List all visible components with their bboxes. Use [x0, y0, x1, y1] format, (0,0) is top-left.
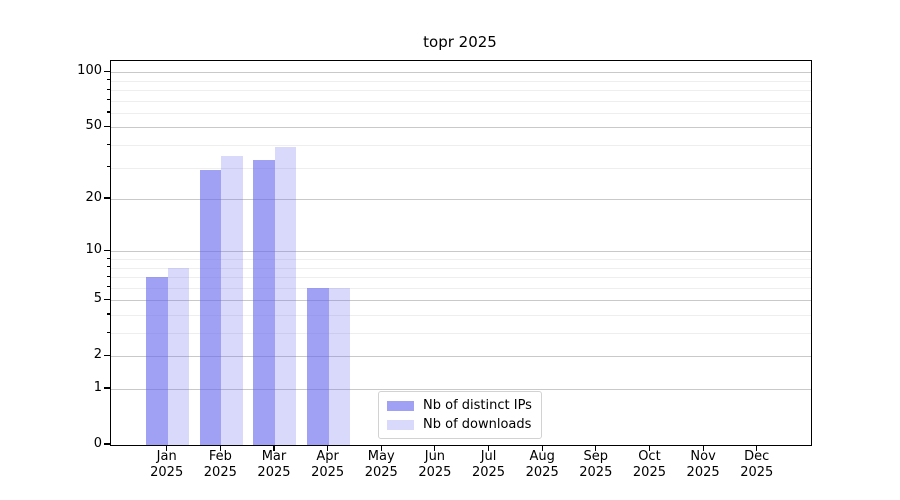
y-tick-mark: [103, 125, 110, 127]
y-tick-mark: [103, 298, 110, 300]
x-tick-mark: [648, 445, 651, 451]
x-tick-mark: [273, 445, 275, 451]
y-minor-tick-mark: [106, 166, 110, 168]
y-tick-mark: [103, 354, 110, 356]
y-minor-tick-mark: [106, 266, 110, 268]
y-tick-label: 10: [85, 242, 102, 258]
y-tick-label: 1: [93, 380, 102, 395]
x-tick-mark: [595, 445, 597, 451]
minor-gridline: [111, 333, 811, 335]
y-tick-mark: [103, 387, 110, 389]
x-tick-mark: [434, 445, 436, 451]
major-gridline: [111, 251, 811, 253]
bar-downloads-jan: [167, 267, 190, 445]
bar-downloads-mar: [274, 147, 297, 445]
y-tick-mark: [103, 443, 110, 445]
x-tick-mark: [487, 445, 490, 451]
y-minor-tick-mark: [106, 111, 110, 113]
y-minor-tick-mark: [106, 88, 110, 90]
y-tick-label: 0: [93, 436, 102, 451]
bar-distinct-ips-feb: [199, 170, 222, 445]
y-tick-mark: [103, 249, 110, 251]
y-tick-label: 2: [93, 347, 102, 363]
bar-downloads-feb: [221, 155, 243, 445]
legend-swatch-distinct-ips: [387, 400, 414, 411]
legend-label-downloads: Nb of downloads: [423, 417, 532, 432]
y-minor-tick-mark: [106, 331, 110, 333]
x-tick-label: Feb 2025: [203, 449, 237, 480]
major-gridline: [111, 300, 811, 302]
y-tick-mark: [103, 197, 110, 199]
x-tick-label: Jul 2025: [471, 449, 506, 480]
x-tick-label: Oct 2025: [632, 449, 666, 480]
minor-gridline: [111, 145, 811, 147]
legend: Nb of distinct IPs Nb of downloads: [378, 391, 542, 439]
major-gridline: [111, 72, 811, 74]
minor-gridline: [111, 277, 811, 279]
major-gridline: [111, 199, 811, 201]
x-tick-mark: [219, 445, 221, 451]
y-minor-tick-mark: [106, 143, 110, 145]
x-tick-label: Jun 2025: [418, 449, 452, 480]
legend-label-distinct-ips: Nb of distinct IPs: [423, 398, 532, 413]
bar-distinct-ips-mar: [253, 160, 275, 445]
bar-downloads-apr: [328, 287, 351, 445]
bar-distinct-ips-apr: [307, 287, 329, 445]
x-tick-mark: [327, 445, 329, 451]
x-tick-label: Jan 2025: [150, 449, 184, 480]
minor-gridline: [111, 100, 811, 102]
legend-item-distinct-ips: Nb of distinct IPs: [387, 398, 532, 413]
minor-gridline: [111, 80, 811, 82]
x-tick-mark: [702, 445, 704, 451]
x-tick-label: May 2025: [364, 449, 398, 480]
y-minor-tick-mark: [106, 79, 110, 81]
plot-area: [110, 60, 812, 446]
major-gridline: [111, 356, 811, 358]
x-tick-label: Sep 2025: [579, 449, 613, 480]
x-tick-mark: [541, 445, 543, 451]
minor-gridline: [111, 90, 811, 92]
legend-item-downloads: Nb of downloads: [387, 417, 532, 432]
minor-gridline: [111, 287, 811, 289]
chart-title: topr 2025: [423, 33, 497, 51]
x-tick-label: Nov 2025: [686, 449, 720, 480]
y-minor-tick-mark: [106, 99, 110, 101]
legend-swatch-downloads: [387, 419, 414, 430]
minor-gridline: [111, 259, 811, 260]
y-minor-tick-mark: [106, 286, 110, 288]
y-tick-label: 100: [77, 63, 102, 79]
y-minor-tick-mark: [106, 275, 110, 277]
minor-gridline: [111, 314, 811, 316]
y-minor-tick-mark: [106, 257, 110, 259]
x-tick-label: Apr 2025: [311, 449, 345, 480]
y-minor-tick-mark: [106, 313, 110, 315]
minor-gridline: [111, 167, 811, 169]
bar-distinct-ips-jan: [146, 277, 168, 445]
minor-gridline: [111, 267, 811, 269]
major-gridline: [111, 127, 811, 129]
x-tick-mark: [756, 445, 758, 451]
x-tick-mark: [166, 445, 168, 451]
y-tick-label: 50: [85, 118, 102, 134]
x-tick-mark: [380, 445, 382, 451]
x-tick-label: Aug 2025: [525, 449, 559, 480]
y-tick-label: 20: [85, 190, 102, 206]
y-tick-label: 5: [93, 291, 102, 307]
x-tick-label: Mar 2025: [257, 449, 291, 480]
x-tick-label: Dec 2025: [740, 449, 774, 480]
y-tick-mark: [103, 70, 110, 72]
minor-gridline: [111, 112, 811, 114]
major-gridline: [111, 389, 811, 390]
